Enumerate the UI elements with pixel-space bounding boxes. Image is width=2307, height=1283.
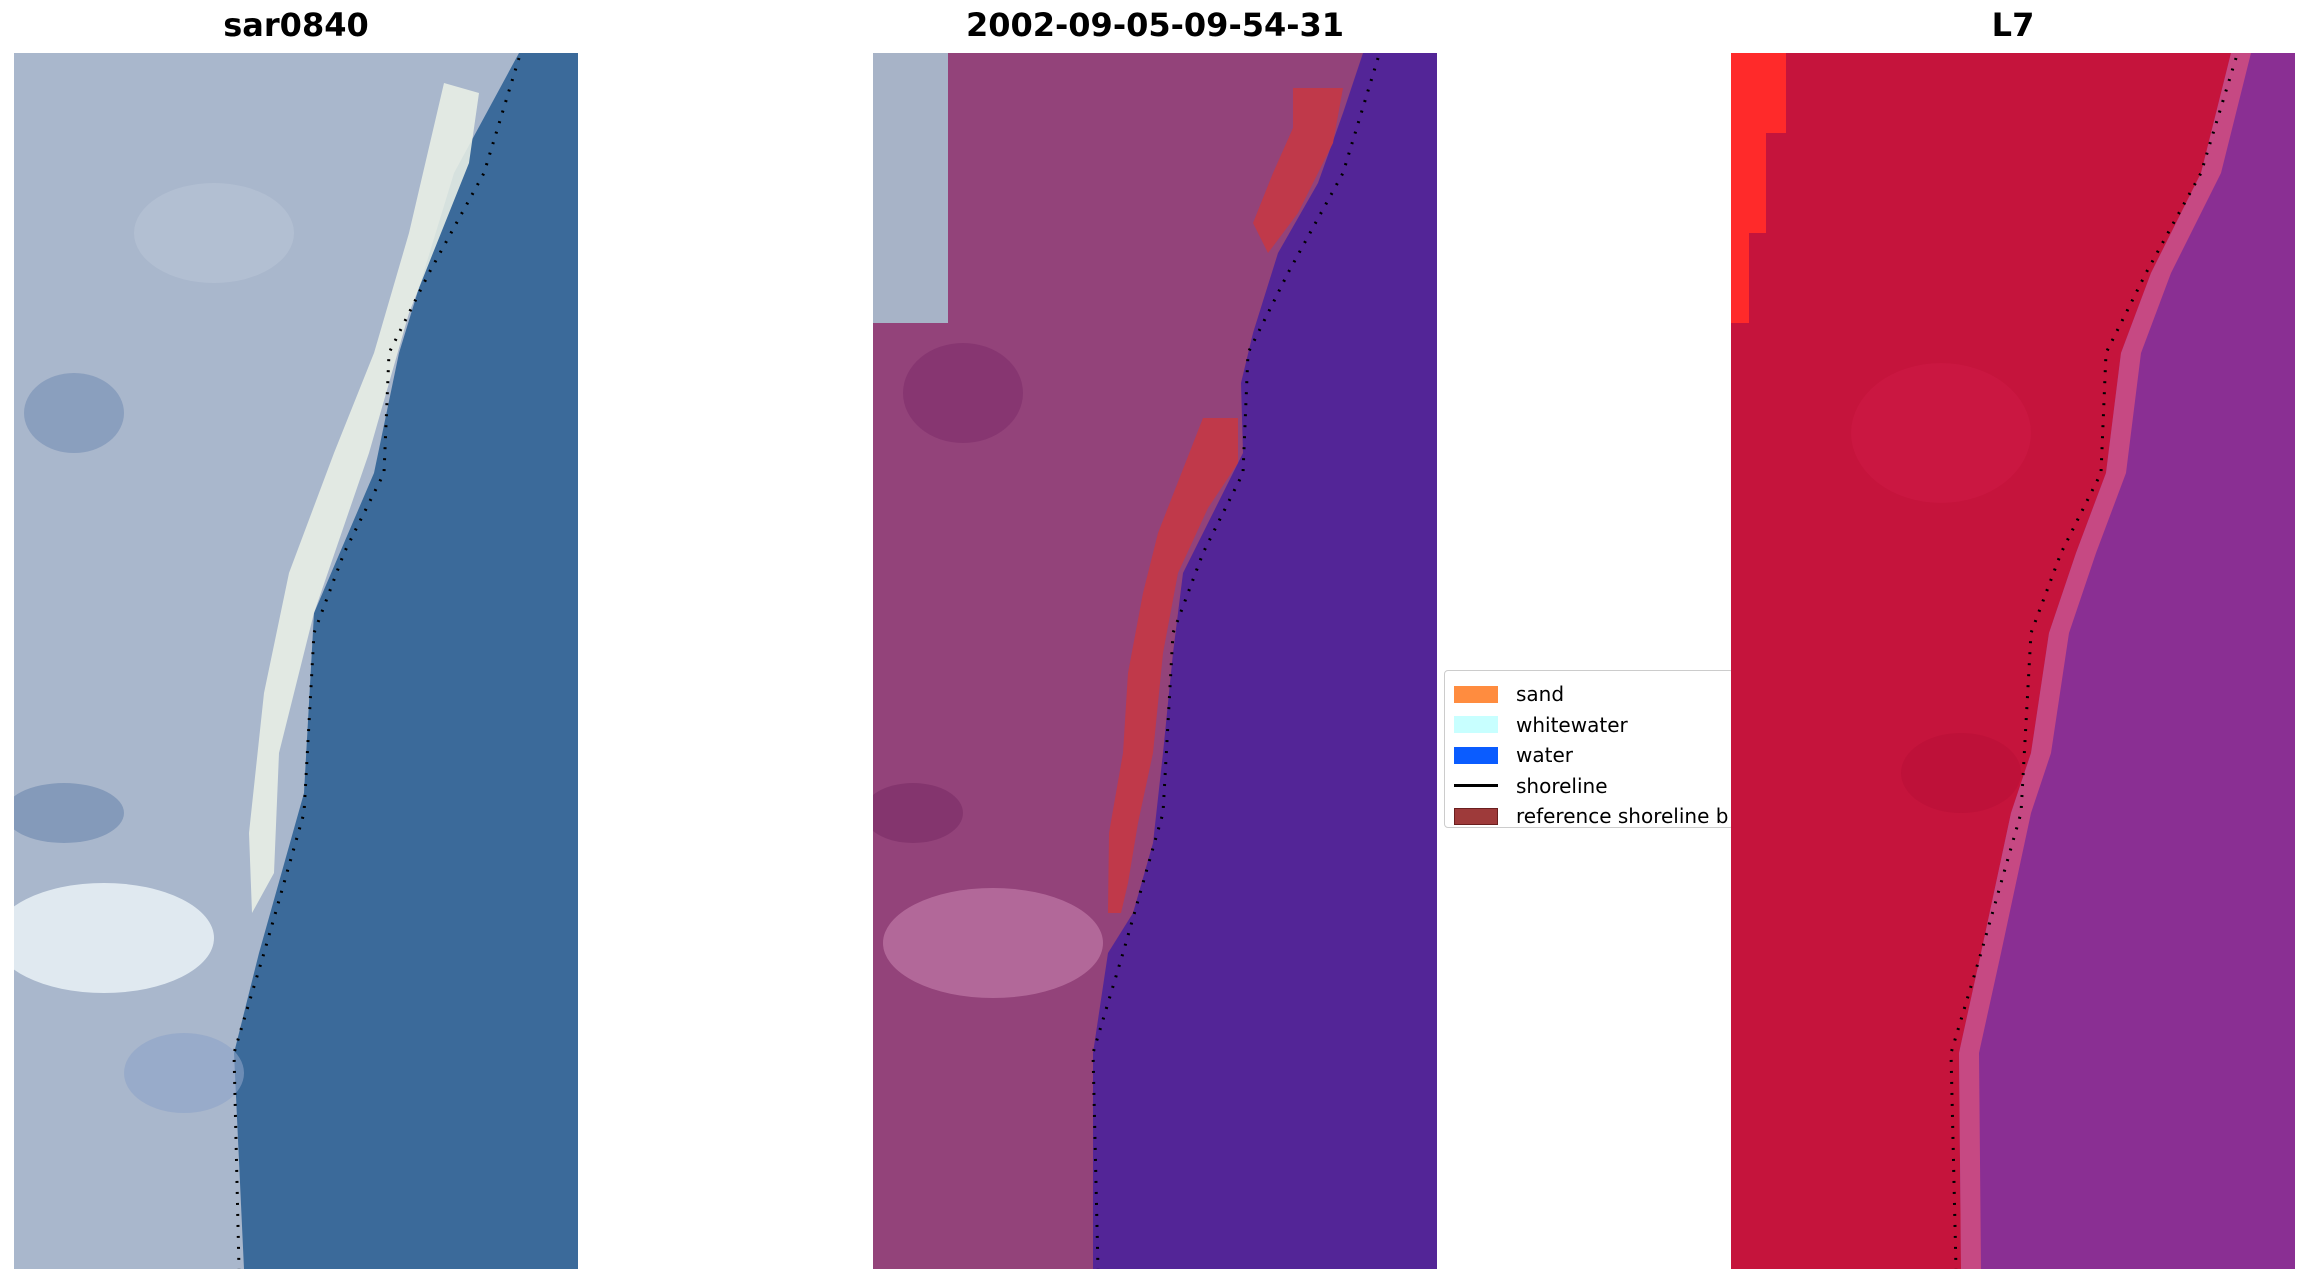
sand-swatch: [1454, 685, 1498, 703]
class-buffer-top: [1253, 88, 1343, 253]
classified-image-panel: [873, 53, 1437, 1269]
legend-item-shoreline: shoreline: [1454, 771, 1733, 802]
legend-item-reference-shoreline: reference shoreline b: [1454, 801, 1733, 828]
legend-label-shoreline: shoreline: [1516, 773, 1608, 798]
rgb-bright-patch: [14, 883, 214, 993]
class-whitewater-corner: [873, 53, 948, 323]
classified-image: [873, 53, 1437, 1269]
rgb-shoreline: [232, 57, 521, 1269]
rgb-beach-bright: [249, 83, 479, 913]
nir-bright-corner: [1731, 53, 1786, 323]
legend-item-sand: sand: [1454, 679, 1733, 710]
whitewater-swatch: [1454, 716, 1498, 734]
rgb-image: [14, 53, 578, 1269]
nir-image: [1731, 53, 2295, 1269]
nir-shoreline: [1949, 57, 2238, 1269]
panel-title-rgb: sar0840: [223, 6, 369, 44]
legend-label-reference-shoreline: reference shoreline b: [1516, 804, 1729, 828]
legend-label-whitewater: whitewater: [1516, 712, 1628, 737]
legend-item-whitewater: whitewater: [1454, 710, 1733, 741]
legend-item-water: water: [1454, 740, 1733, 771]
legend-label-sand: sand: [1516, 682, 1565, 707]
rgb-image-panel: [14, 53, 578, 1269]
class-buffer-mid: [1108, 418, 1238, 913]
reference-shoreline-swatch: [1454, 807, 1498, 825]
class-shoreline: [1091, 57, 1380, 1269]
water-swatch: [1454, 746, 1498, 764]
shoreline-line-swatch: [1454, 784, 1498, 788]
legend: sand whitewater water shoreline referenc…: [1444, 670, 1734, 828]
legend-label-water: water: [1516, 743, 1573, 768]
panel-title-nir: L7: [1991, 6, 2035, 44]
nir-image-panel: [1731, 53, 2295, 1269]
panel-title-classified: 2002-09-05-09-54-31: [965, 6, 1345, 44]
nir-land: [1731, 53, 2231, 1269]
